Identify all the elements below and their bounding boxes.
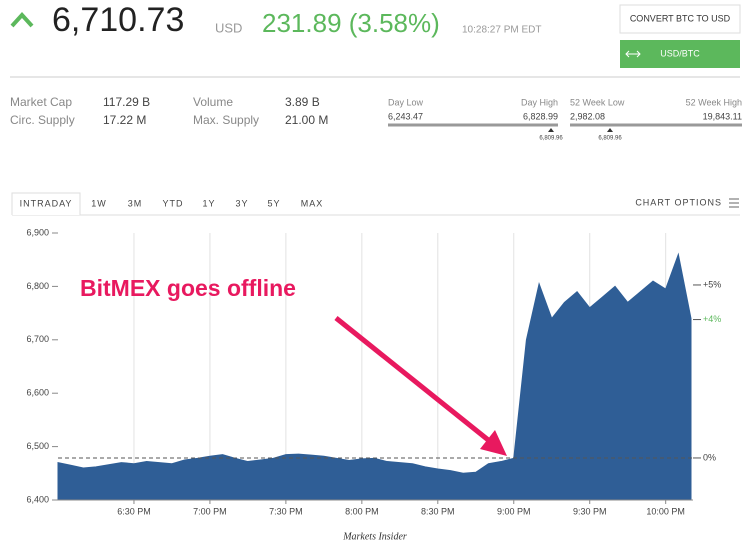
x-tick-label: 7:00 PM bbox=[193, 506, 227, 516]
tab[interactable]: 5Y bbox=[267, 198, 280, 208]
tab[interactable]: 3Y bbox=[235, 198, 248, 208]
up-arrow bbox=[10, 12, 34, 28]
year-range: 52 Week Low 52 Week High 2,982.08 19,843… bbox=[570, 97, 742, 142]
stat-label: Circ. Supply bbox=[10, 113, 75, 127]
range-value: 6,243.47 bbox=[388, 111, 423, 121]
annotation-arrow bbox=[334, 316, 494, 445]
pair-button-label[interactable]: USD/BTC bbox=[660, 48, 700, 58]
day-range: Day Low Day High 6,243.47 6,828.99 6,809… bbox=[388, 97, 563, 142]
y-tick-label: 6,400 bbox=[26, 494, 49, 504]
menu-icon[interactable] bbox=[729, 198, 739, 208]
range-value: 19,843.11 bbox=[703, 111, 742, 121]
y-tick-label: 6,500 bbox=[26, 441, 49, 451]
y2-tick-label: 0% bbox=[703, 452, 716, 462]
y2-tick-label: +4% bbox=[703, 314, 721, 324]
x-tick-label: 8:30 PM bbox=[421, 506, 455, 516]
stat-value: 17.22 M bbox=[103, 113, 146, 127]
stat-value: 3.89 B bbox=[285, 95, 320, 109]
y-tick-label: 6,900 bbox=[26, 227, 49, 237]
tab[interactable]: 3M bbox=[128, 198, 143, 208]
tab[interactable]: MAX bbox=[301, 198, 324, 208]
tab[interactable]: 1W bbox=[91, 198, 107, 208]
tab[interactable]: INTRADAY bbox=[20, 198, 73, 208]
range-marker bbox=[548, 128, 554, 132]
time: 10:28:27 PM EDT bbox=[462, 25, 541, 36]
x-tick-label: 10:00 PM bbox=[646, 506, 685, 516]
stat-value: 21.00 M bbox=[285, 113, 328, 127]
range-value: 6,828.99 bbox=[523, 111, 558, 121]
y-tick-label: 6,600 bbox=[26, 388, 49, 398]
range-marker-label: 6,809.96 bbox=[539, 136, 563, 142]
range-value: 2,982.08 bbox=[570, 111, 605, 121]
y-tick-label: 6,700 bbox=[26, 334, 49, 344]
change: 231.89 (3.58%) bbox=[262, 8, 440, 38]
y-tick-label: 6,800 bbox=[26, 281, 49, 291]
range-label: Day High bbox=[521, 97, 558, 107]
range-label: 52 Week Low bbox=[570, 97, 625, 107]
x-tick-label: 8:00 PM bbox=[345, 506, 379, 516]
x-tick-label: 6:30 PM bbox=[117, 506, 151, 516]
stat-value: 117.29 B bbox=[103, 95, 150, 109]
range-marker bbox=[607, 128, 613, 132]
chart-options[interactable]: CHART OPTIONS bbox=[635, 197, 722, 207]
source: Markets Insider bbox=[342, 531, 407, 542]
swap-icon[interactable] bbox=[625, 50, 641, 58]
range-marker-label: 6,809.96 bbox=[598, 136, 622, 142]
tab[interactable]: YTD bbox=[163, 198, 184, 208]
price-area bbox=[57, 252, 692, 501]
convert-button[interactable] bbox=[619, 4, 741, 34]
stat-label: Max. Supply bbox=[193, 113, 259, 127]
active-tab bbox=[11, 192, 81, 215]
convert-button-label[interactable]: CONVERT BTC TO USD bbox=[630, 13, 731, 23]
range-label: 52 Week High bbox=[686, 97, 742, 107]
x-tick-label: 7:30 PM bbox=[269, 506, 303, 516]
tab[interactable]: 1Y bbox=[202, 198, 215, 208]
x-tick-label: 9:00 PM bbox=[497, 506, 531, 516]
stat-label: Volume bbox=[193, 95, 233, 109]
stat-label: Market Cap bbox=[10, 95, 72, 109]
price: 6,710.73 bbox=[52, 1, 184, 39]
range-label: Day Low bbox=[388, 97, 424, 107]
currency: USD bbox=[215, 20, 242, 35]
x-tick-label: 9:30 PM bbox=[573, 506, 607, 516]
y2-tick-label: +5% bbox=[703, 279, 721, 289]
annotation: BitMEX goes offline bbox=[80, 275, 296, 301]
annotation-arrowhead bbox=[480, 430, 507, 456]
